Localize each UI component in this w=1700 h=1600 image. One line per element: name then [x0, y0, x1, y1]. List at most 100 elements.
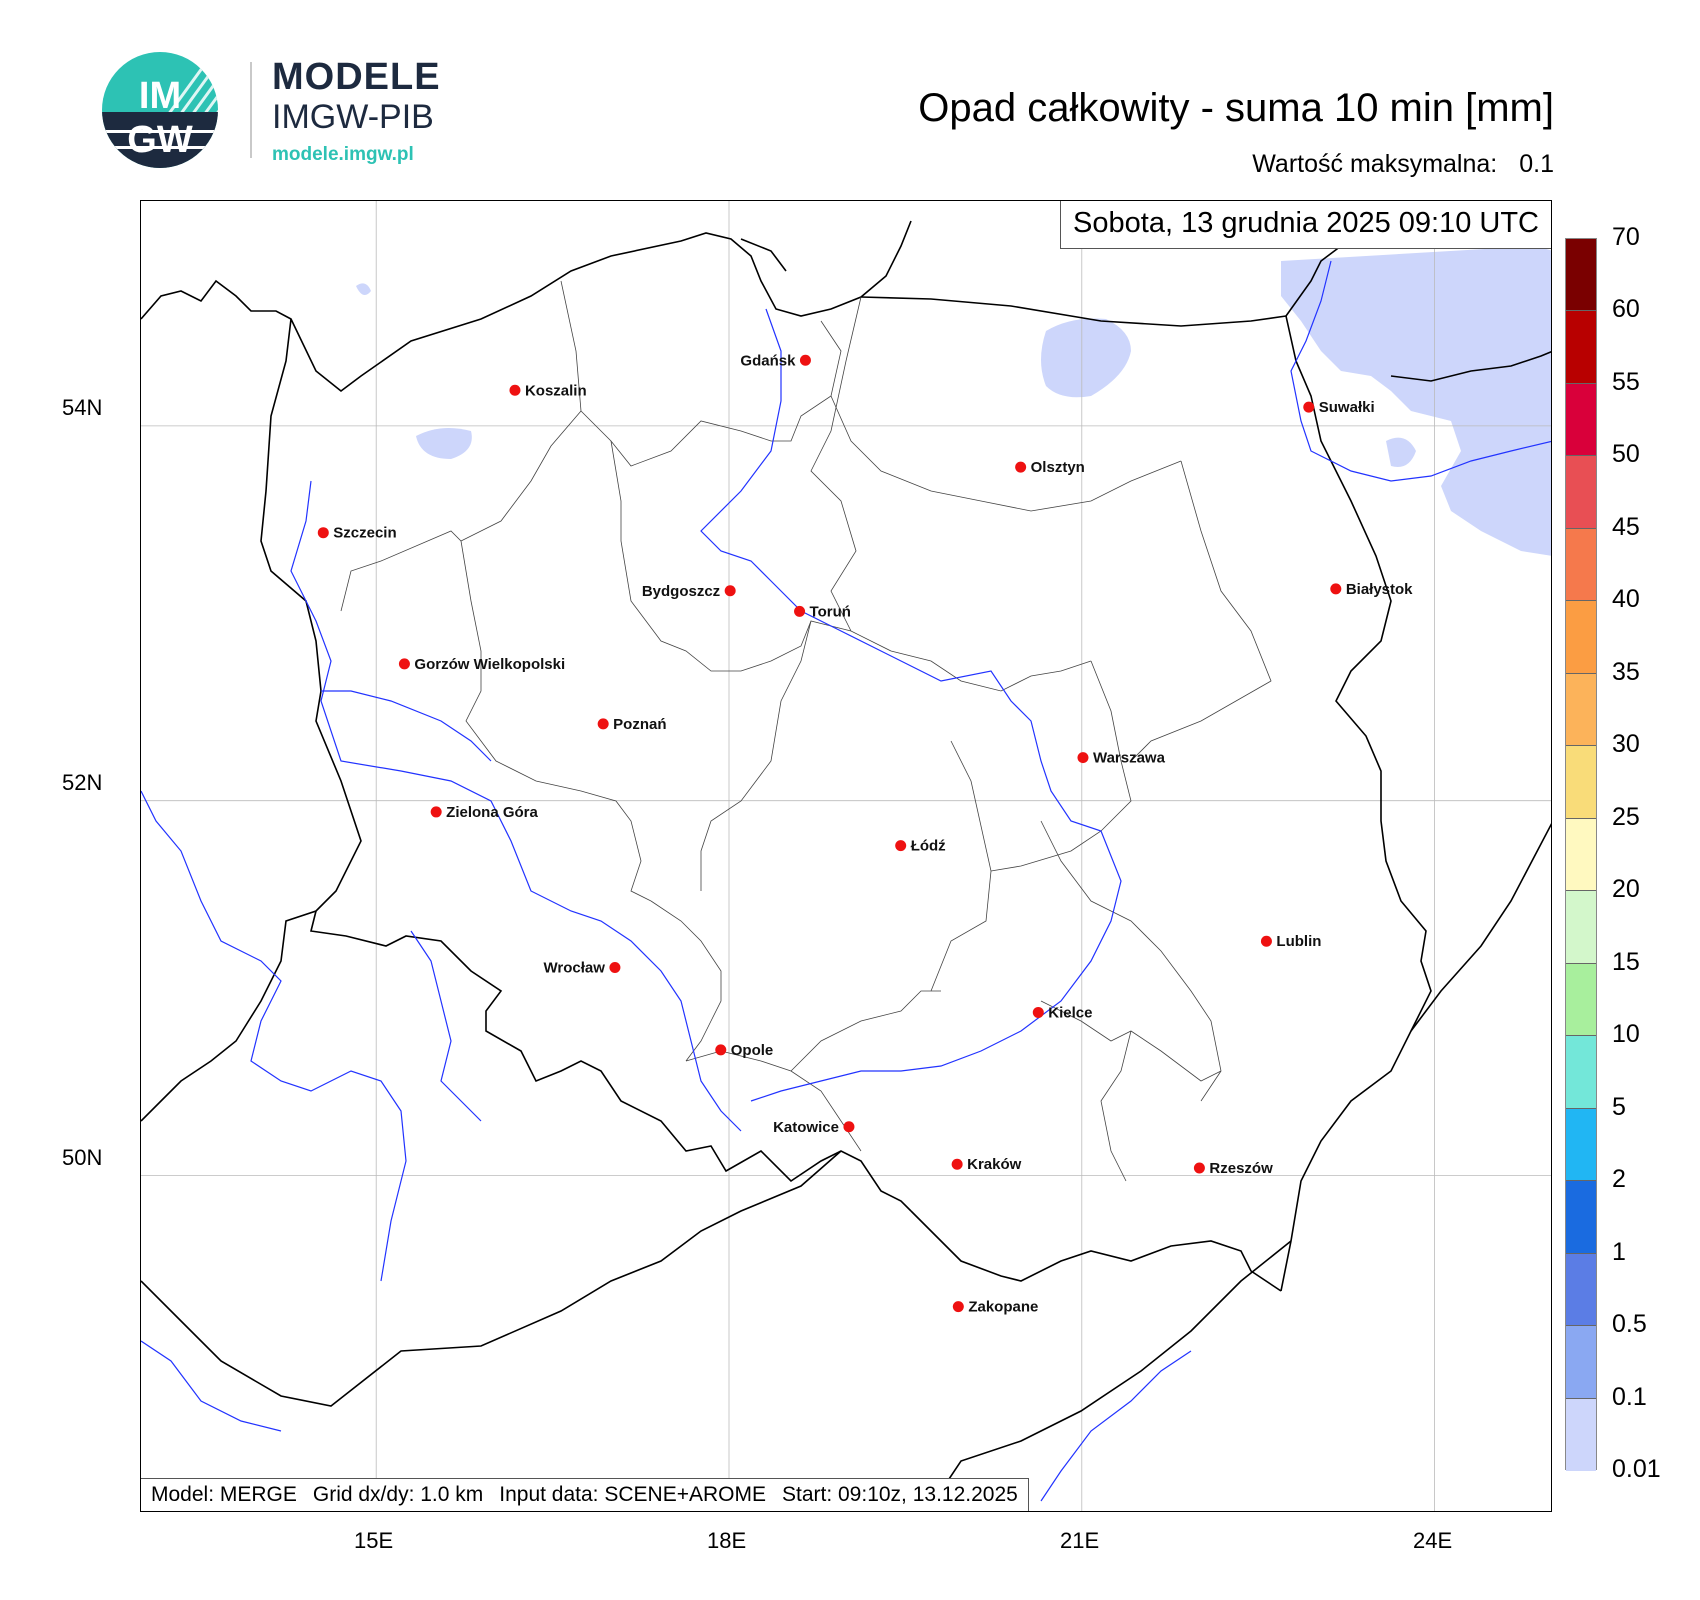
- hel-peninsula: [740, 238, 787, 272]
- colorbar-tick-label: 70: [1612, 223, 1640, 251]
- border-sk-south: [141, 1150, 842, 1407]
- colorbar-cell: [1566, 1181, 1596, 1254]
- city-label: Rzeszów: [1209, 1160, 1273, 1177]
- colorbar-tick-label: 20: [1612, 875, 1640, 904]
- brand-name: MODELE: [272, 56, 441, 98]
- city-label: Białystok: [1346, 581, 1413, 598]
- logo-separator: [250, 62, 252, 158]
- city-label: Lublin: [1276, 933, 1321, 950]
- colorbar-tick-label: 10: [1612, 1020, 1640, 1049]
- info-grid: Grid dx/dy: 1.0 km: [312, 1483, 484, 1506]
- colorbar-tick-label: 50: [1612, 440, 1640, 469]
- city-label: Katowice: [773, 1119, 839, 1136]
- info-start: Start: 09:10z, 13.12.2025: [781, 1483, 1018, 1506]
- imgw-logo: IM GW MODELE IMGW-PIB modele.imgw.pl: [100, 50, 480, 170]
- border-de-west: [141, 318, 362, 1122]
- city-marker: [430, 806, 442, 818]
- colorbar: [1565, 238, 1597, 1471]
- precip-area-small3: [356, 283, 371, 295]
- city-label: Koszalin: [525, 382, 587, 399]
- border-lv: [1390, 350, 1551, 382]
- city-label: Zakopane: [968, 1299, 1038, 1316]
- colorbar-tick-label: 35: [1612, 657, 1640, 686]
- colorbar-cell: [1566, 383, 1596, 457]
- rivers: [141, 260, 1551, 1502]
- precip-area-small1: [416, 427, 472, 459]
- city-marker: [509, 384, 521, 396]
- colorbar-cell: [1566, 239, 1596, 312]
- city-label: Kielce: [1048, 1004, 1092, 1021]
- city-label: Szczecin: [333, 525, 396, 542]
- city-label: Gdańsk: [740, 352, 796, 369]
- colorbar-tick-label: 55: [1612, 367, 1640, 396]
- city-marker: [1032, 1006, 1044, 1018]
- baltic-coast: [141, 220, 912, 393]
- border-lt: [1285, 245, 1342, 317]
- colorbar-cell: [1566, 1398, 1596, 1471]
- colorbar-tick-label: 5: [1612, 1092, 1626, 1121]
- colorbar-cell: [1566, 1253, 1596, 1327]
- border-ua-east: [940, 1240, 1292, 1492]
- province-borders: [340, 280, 1272, 1182]
- city-marker: [843, 1121, 855, 1133]
- border-by-east: [1280, 315, 1432, 1292]
- timestamp-box: Sobota, 13 grudnia 2025 09:10 UTC: [1060, 201, 1551, 249]
- city-marker: [1303, 401, 1315, 413]
- border-ru-north: [860, 296, 1287, 327]
- colorbar-tick-label: 2: [1612, 1165, 1626, 1194]
- city-marker: [1193, 1162, 1205, 1174]
- city-label: Olsztyn: [1031, 459, 1085, 476]
- info-model: Model: MERGE: [151, 1483, 297, 1506]
- city-marker: [895, 840, 907, 852]
- map-canvas: Gdańsk Koszalin Suwałki Olsztyn Szczecin Biał…: [141, 201, 1551, 1511]
- city-label: Łódź: [911, 838, 946, 855]
- colorbar-cell: [1566, 601, 1596, 674]
- colorbar-cell: [1566, 746, 1596, 819]
- brand-url[interactable]: modele.imgw.pl: [272, 144, 414, 165]
- max-value: Wartość maksymalna: 0.1: [1252, 150, 1554, 179]
- lat-label-54: 54N: [62, 395, 103, 420]
- colorbar-tick-label: 25: [1612, 802, 1640, 831]
- river-se: [1040, 1350, 1192, 1502]
- city-label: Opole: [731, 1042, 774, 1059]
- river-south-1: [141, 790, 407, 1282]
- river-bug: [1290, 260, 1551, 482]
- city-label: Warszawa: [1093, 750, 1166, 767]
- info-input: Input data: SCENE+AROME: [499, 1483, 766, 1506]
- max-value-label: Wartość maksymalna:: [1252, 150, 1498, 178]
- country-borders: [141, 220, 1551, 1492]
- colorbar-cell: [1566, 311, 1596, 384]
- city-marker: [597, 718, 609, 730]
- city-label: Wrocław: [544, 959, 606, 976]
- colorbar-cell: [1566, 963, 1596, 1037]
- colorbar-tick-label: 1: [1612, 1237, 1626, 1266]
- city-marker: [715, 1044, 727, 1056]
- lon-label-24: 24E: [1413, 1528, 1453, 1553]
- imgw-logo-mark: IM GW: [100, 50, 220, 170]
- lat-label-52: 52N: [62, 770, 103, 795]
- colorbar-tick-label: 0.01: [1612, 1455, 1661, 1483]
- lon-label-21: 21E: [1060, 1528, 1100, 1553]
- model-info-bar: Model: MERGE Grid dx/dy: 1.0 km Input data…: [141, 1478, 1029, 1511]
- city-marker: [952, 1301, 964, 1313]
- city-label: Poznań: [613, 716, 666, 733]
- colorbar-cell: [1566, 528, 1596, 602]
- city-label: Toruń: [810, 603, 851, 620]
- colorbar-tick-label: 45: [1612, 512, 1640, 541]
- map-panel: Gdańsk Koszalin Suwałki Olsztyn Szczecin Biał…: [140, 200, 1552, 1512]
- city-label: Zielona Góra: [446, 804, 538, 821]
- city-marker: [799, 354, 811, 366]
- precip-area-lake: [1041, 318, 1131, 398]
- lon-label-15: 15E: [354, 1528, 394, 1553]
- colorbar-cell: [1566, 456, 1596, 529]
- colorbar-cell: [1566, 891, 1596, 964]
- city-marker: [1015, 461, 1027, 473]
- colorbar-tick-label: 60: [1612, 295, 1640, 324]
- colorbar-cell: [1566, 1326, 1596, 1399]
- border-by-ua: [1410, 823, 1551, 1032]
- lon-label-18: 18E: [707, 1528, 747, 1553]
- colorbar-tick-label: 0.5: [1612, 1310, 1647, 1339]
- city-marker: [724, 585, 736, 597]
- city-marker: [398, 658, 410, 670]
- city-marker: [317, 527, 329, 539]
